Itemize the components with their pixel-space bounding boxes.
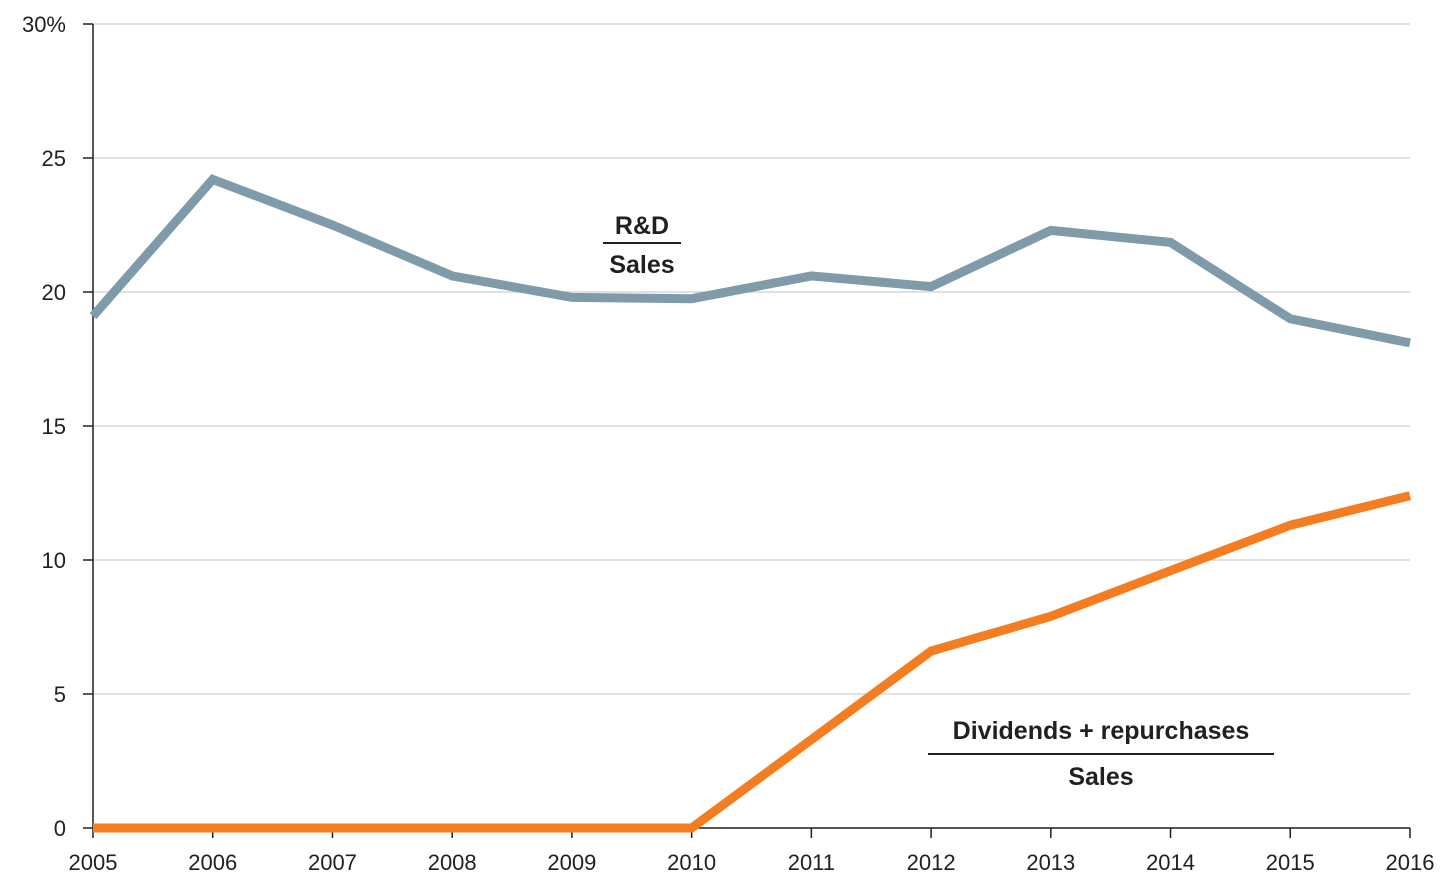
- x-tick-label: 2006: [188, 850, 237, 875]
- y-tick-label: 20: [42, 280, 66, 305]
- series-labels: R&D Sales Dividends + repurchases Sales: [603, 212, 1274, 791]
- gridlines: [93, 23, 1410, 695]
- y-tick-label: 15: [42, 414, 66, 439]
- x-tick-label: 2016: [1386, 850, 1435, 875]
- x-tick-label: 2013: [1026, 850, 1075, 875]
- rd-to-sales-line: [89, 174, 1411, 348]
- x-tick-label: 2009: [547, 850, 596, 875]
- rd-label-numerator: R&D: [615, 212, 669, 240]
- payout-label-numerator: Dividends + repurchases: [953, 717, 1250, 745]
- x-tick-label: 2007: [308, 850, 357, 875]
- x-tick-label: 2015: [1266, 850, 1315, 875]
- y-tick-label: 25: [42, 146, 66, 171]
- rd-label-denominator: Sales: [609, 251, 674, 279]
- y-tick-label: 0: [54, 816, 66, 841]
- x-tick-label: 2008: [428, 850, 477, 875]
- x-tick-label: 2012: [907, 850, 956, 875]
- payout-to-sales-line: [93, 491, 1412, 833]
- x-tick-label: 2005: [69, 850, 118, 875]
- x-tick-label: 2014: [1146, 850, 1195, 875]
- y-tick-label: 10: [42, 548, 66, 573]
- x-tick-label: 2010: [667, 850, 716, 875]
- series-lines: [89, 174, 1412, 833]
- payout-label-denominator: Sales: [1068, 763, 1133, 791]
- y-tick-label: 5: [54, 682, 66, 707]
- axes: 0 5 10 15 20 25 30% 2005 2006 2007 2008 2009 2010 201…: [22, 12, 1435, 875]
- y-tick-label: 30%: [22, 12, 66, 37]
- x-tick-label: 2011: [788, 850, 835, 875]
